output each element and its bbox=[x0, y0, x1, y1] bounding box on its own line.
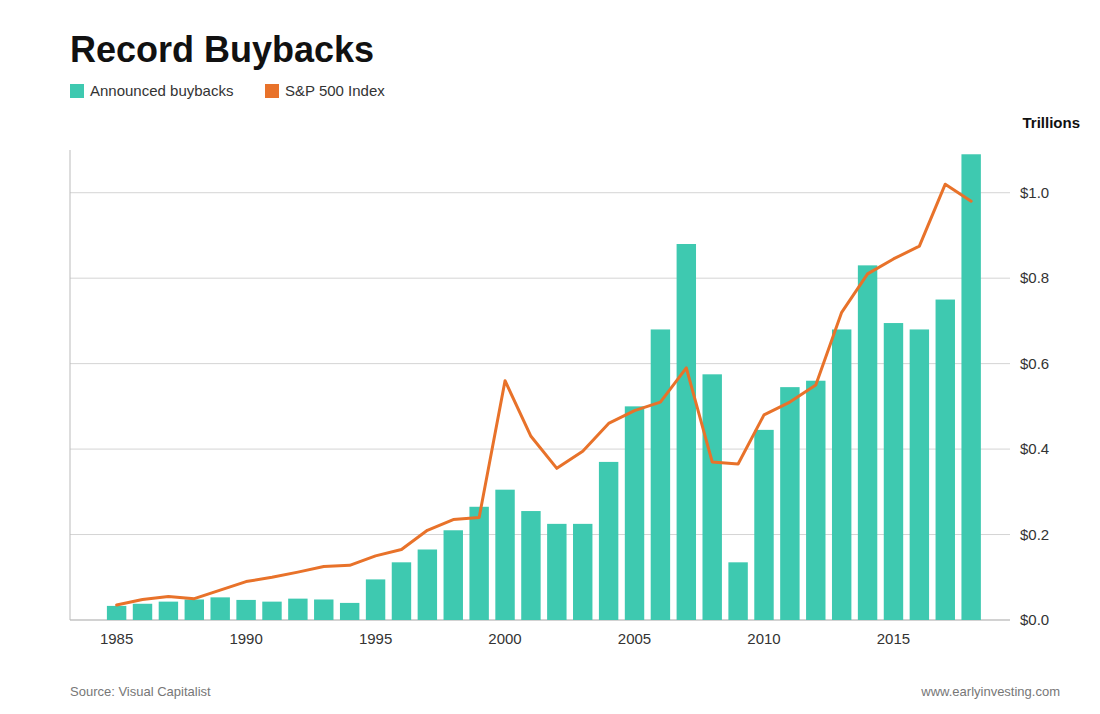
bar bbox=[185, 599, 204, 620]
line bbox=[117, 184, 972, 605]
y-tick-label: $0.0 bbox=[1020, 611, 1049, 628]
bar bbox=[832, 329, 851, 620]
x-tick-label: 2010 bbox=[747, 630, 780, 647]
bar bbox=[780, 387, 799, 620]
bar bbox=[521, 511, 540, 620]
legend-swatch bbox=[70, 84, 84, 98]
legend-swatch bbox=[265, 84, 279, 98]
y-axis-label: Trillions bbox=[1022, 114, 1080, 131]
title: Record Buybacks bbox=[70, 29, 374, 70]
annotation: Source: Visual Capitalist bbox=[70, 684, 211, 699]
bar bbox=[677, 244, 696, 620]
y-tick-label: $0.4 bbox=[1020, 440, 1049, 457]
bar bbox=[107, 606, 126, 620]
bar bbox=[702, 374, 721, 620]
bar bbox=[392, 562, 411, 620]
x-tick-label: 2000 bbox=[488, 630, 521, 647]
bar bbox=[366, 579, 385, 620]
y-tick-label: $0.8 bbox=[1020, 269, 1049, 286]
bar bbox=[961, 154, 980, 620]
y-tick-label: $1.0 bbox=[1020, 184, 1049, 201]
bar bbox=[236, 600, 255, 620]
bar bbox=[884, 323, 903, 620]
plot-area bbox=[107, 154, 981, 620]
bar bbox=[133, 604, 152, 620]
x-tick-label: 1985 bbox=[100, 630, 133, 647]
bar bbox=[754, 430, 773, 620]
y-axis-line bbox=[70, 150, 71, 620]
bar bbox=[288, 599, 307, 620]
bar bbox=[728, 562, 747, 620]
bar bbox=[651, 329, 670, 620]
bar bbox=[858, 265, 877, 620]
background bbox=[0, 0, 1100, 714]
bar bbox=[910, 329, 929, 620]
bar bbox=[469, 507, 488, 620]
bar bbox=[262, 602, 281, 620]
bar bbox=[547, 524, 566, 620]
legend: Announced buybacks S&P 500 Index bbox=[70, 82, 385, 99]
bars bbox=[107, 154, 981, 620]
y-tick-label: $0.2 bbox=[1020, 526, 1049, 543]
bar bbox=[444, 530, 463, 620]
x-tick-label: 1990 bbox=[229, 630, 262, 647]
x-tick-label: 2015 bbox=[877, 630, 910, 647]
bar bbox=[314, 599, 333, 620]
bar bbox=[573, 524, 592, 620]
legend-label: Announced buybacks bbox=[90, 82, 233, 99]
legend-label: S&P 500 Index bbox=[285, 82, 385, 99]
x-tick-label: 1995 bbox=[359, 630, 392, 647]
bar bbox=[418, 550, 437, 621]
bar bbox=[340, 603, 359, 620]
bar bbox=[495, 490, 514, 620]
bar bbox=[210, 597, 229, 620]
x-tick-label: 2005 bbox=[618, 630, 651, 647]
grid-line bbox=[70, 192, 1010, 193]
bar bbox=[806, 381, 825, 620]
bar bbox=[625, 406, 644, 620]
bar bbox=[599, 462, 618, 620]
chart: Record Buybacks Announced buybacks S&P 500… bbox=[0, 0, 1100, 714]
grid bbox=[70, 193, 1010, 620]
annotation: www.earlyinvesting.com bbox=[920, 684, 1060, 699]
bar bbox=[159, 602, 178, 620]
y-tick-label: $0.6 bbox=[1020, 355, 1049, 372]
bar bbox=[936, 300, 955, 620]
